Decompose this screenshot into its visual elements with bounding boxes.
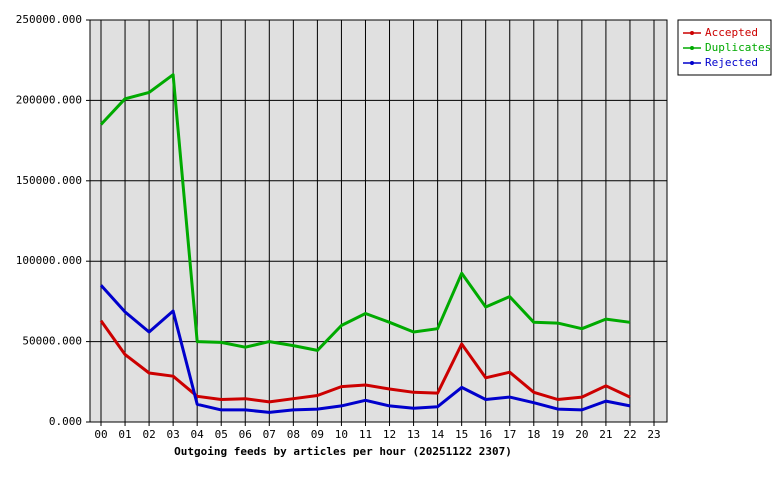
x-tick-label: 21 (599, 428, 612, 441)
y-tick-label: 250000.000 (16, 13, 82, 26)
legend-label: Duplicates (705, 41, 771, 54)
x-tick-label: 22 (623, 428, 636, 441)
x-tick-label: 16 (479, 428, 492, 441)
y-tick-label: 150000.000 (16, 174, 82, 187)
y-tick-label: 50000.000 (22, 335, 82, 348)
y-tick-label: 200000.000 (16, 93, 82, 106)
series-line (99, 73, 631, 352)
x-tick-label: 23 (647, 428, 660, 441)
series-line (99, 284, 631, 414)
x-tick-label: 12 (383, 428, 396, 441)
x-tick-label: 05 (215, 428, 228, 441)
x-tick-label: 00 (94, 428, 107, 441)
x-tick-label: 18 (527, 428, 540, 441)
x-tick-label: 20 (575, 428, 588, 441)
y-tick-label: 100000.000 (16, 254, 82, 267)
x-tick-label: 01 (118, 428, 131, 441)
legend-marker (690, 46, 694, 50)
x-tick-label: 15 (455, 428, 468, 441)
x-tick-label: 03 (167, 428, 180, 441)
legend-label: Accepted (705, 26, 758, 39)
legend-marker (690, 61, 694, 65)
x-tick-label: 10 (335, 428, 348, 441)
x-tick-label: 17 (503, 428, 516, 441)
x-tick-label: 06 (239, 428, 252, 441)
x-tick-label: 13 (407, 428, 420, 441)
legend-label: Rejected (705, 56, 758, 69)
x-tick-label: 04 (191, 428, 205, 441)
series-line (99, 319, 631, 404)
plot-area (89, 19, 668, 423)
plot-area (89, 19, 668, 423)
legend: Accepted Duplicates Rejected (677, 19, 772, 76)
x-tick-label: 02 (142, 428, 155, 441)
x-tick-label: 08 (287, 428, 300, 441)
x-tick-label: 11 (359, 428, 372, 441)
x-tick-label: 19 (551, 428, 564, 441)
y-tick-label: 0.000 (49, 415, 82, 428)
legend-marker (690, 31, 694, 35)
x-tick-label: 07 (263, 428, 276, 441)
x-tick-label: 09 (311, 428, 324, 441)
x-tick-label: 14 (431, 428, 445, 441)
x-axis-title: Outgoing feeds by articles per hour (202… (174, 445, 512, 458)
